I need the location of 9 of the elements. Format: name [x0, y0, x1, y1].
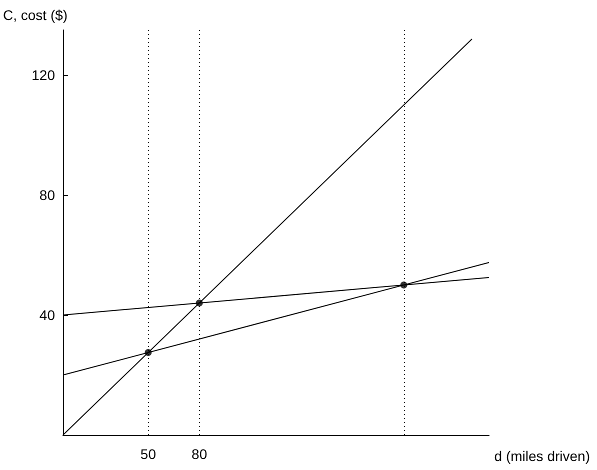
y-tick-label: 40	[39, 307, 56, 323]
x-tick-label: 50	[140, 446, 156, 462]
y-axis-title: C, cost ($)	[3, 7, 68, 23]
point	[196, 300, 203, 306]
point	[144, 349, 152, 356]
x-axis-title: d (miles driven)	[494, 448, 590, 464]
y-tick-label: 80	[39, 187, 56, 203]
point	[400, 282, 408, 288]
y-tick-label: 120	[32, 67, 56, 83]
